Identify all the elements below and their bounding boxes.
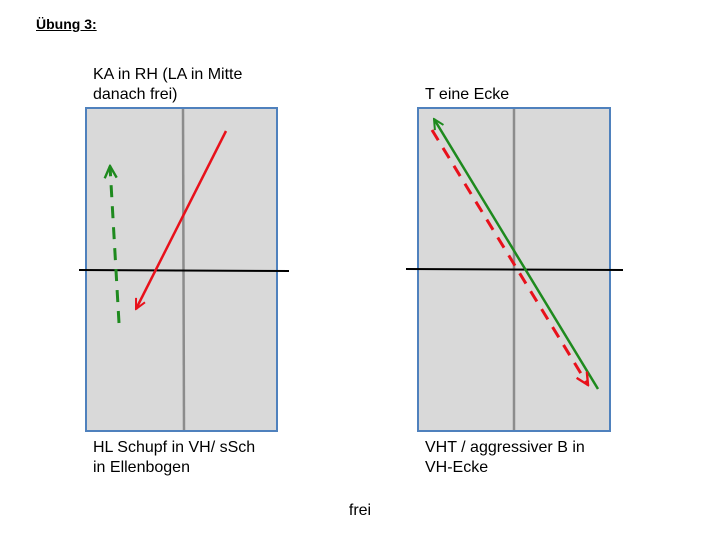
footer-note: frei <box>348 502 372 519</box>
left-bottom-caption-line-2: in Ellenbogen <box>93 459 190 476</box>
right-table <box>405 107 624 432</box>
left-diagram-bottom-caption: HL Schupf in VH/ sSch in Ellenbogen <box>93 438 255 478</box>
left-table <box>78 107 290 432</box>
left-table-net <box>78 269 290 272</box>
right-top-caption-line-1: T eine Ecke <box>425 86 510 103</box>
left-top-caption-line-1: KA in RH (LA in Mitte <box>93 66 243 83</box>
left-green-dashed-arrow <box>110 166 121 324</box>
right-bottom-caption-line-1: VHT / aggressiver B in <box>425 439 585 456</box>
right-diagram-top-caption: T eine Ecke <box>425 85 509 105</box>
right-green-arrow <box>434 119 600 390</box>
right-bottom-caption-line-2: VH-Ecke <box>425 459 489 476</box>
exercise-title: Übung 3: <box>36 16 97 32</box>
left-red-arrow <box>134 130 228 309</box>
right-diagram-bottom-caption: VHT / aggressiver B in VH-Ecke <box>425 438 585 478</box>
right-red-dashed-arrow <box>430 129 588 385</box>
left-bottom-caption-line-1: HL Schupf in VH/ sSch <box>93 439 256 456</box>
right-table-net <box>405 268 624 271</box>
left-top-caption-line-2: danach frei) <box>93 86 178 103</box>
left-diagram-top-caption: KA in RH (LA in Mitte danach frei) <box>93 65 242 105</box>
